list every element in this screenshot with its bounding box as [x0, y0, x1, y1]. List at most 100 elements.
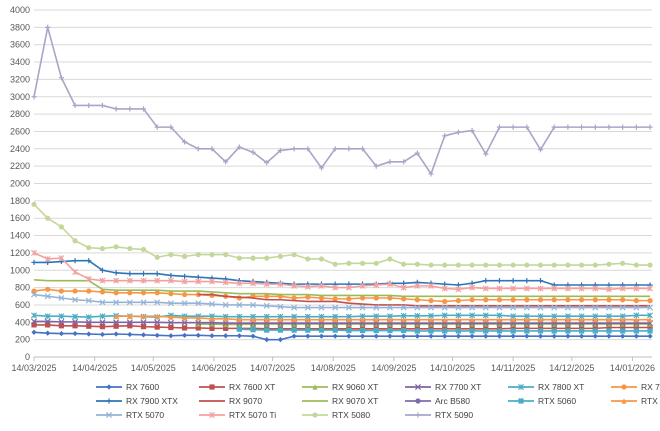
data-point: [510, 328, 516, 334]
data-point: [373, 321, 379, 327]
data-point: [578, 328, 585, 334]
data-point: [318, 304, 325, 311]
legend-label: RTX 5070: [126, 410, 164, 420]
x-tick-label: 14/01/2026: [610, 363, 655, 373]
data-point: [168, 124, 174, 130]
data-point: [181, 139, 188, 145]
data-point: [126, 319, 133, 326]
legend-marker: [106, 398, 112, 404]
data-point: [195, 321, 201, 327]
data-point: [619, 285, 626, 292]
data-point: [195, 332, 201, 338]
data-point: [223, 316, 229, 322]
data-point: [510, 333, 516, 339]
data-point: [113, 299, 120, 306]
data-point: [537, 333, 544, 339]
legend-label: RX 7600: [126, 382, 159, 392]
data-point: [605, 286, 612, 293]
data-point: [126, 299, 133, 306]
x-tick-label: 14/06/2025: [191, 363, 236, 373]
x-tick-label: 14/03/2025: [11, 363, 56, 373]
data-point: [633, 304, 640, 311]
data-point: [318, 295, 325, 301]
data-point: [414, 328, 420, 334]
legend-item: RX 7900 XTX: [96, 396, 178, 406]
data-point: [181, 315, 188, 321]
series-0: [31, 329, 653, 343]
data-point: [223, 333, 229, 339]
data-point: [496, 312, 503, 319]
legend-label: RX 7900 XT: [641, 382, 660, 392]
data-point: [277, 147, 284, 154]
data-point: [346, 146, 352, 152]
data-point: [99, 319, 106, 326]
data-point: [496, 124, 503, 130]
data-point: [578, 325, 585, 331]
data-point: [414, 261, 420, 267]
legend-label: RTX 5060 Ti 16: [641, 396, 660, 406]
data-point: [647, 317, 653, 323]
legend-item: RX 7900 XT: [611, 382, 660, 392]
data-point: [455, 286, 462, 293]
data-point: [291, 317, 297, 323]
data-point: [250, 255, 256, 261]
data-point: [181, 332, 188, 338]
data-point: [222, 320, 229, 327]
data-point: [168, 252, 174, 258]
data-point: [154, 319, 161, 326]
data-point: [250, 149, 256, 155]
data-point: [551, 124, 557, 130]
data-point: [277, 281, 284, 288]
data-point: [209, 252, 215, 258]
data-point: [45, 24, 51, 30]
data-point: [647, 324, 653, 331]
data-point: [346, 333, 352, 339]
legend-item: RX 7600: [96, 382, 159, 392]
data-point: [304, 304, 311, 311]
data-point: [318, 321, 325, 327]
data-point: [565, 321, 571, 327]
data-point: [346, 296, 352, 302]
data-point: [524, 262, 530, 268]
data-point: [99, 331, 106, 338]
data-point: [606, 297, 612, 303]
data-point: [524, 278, 530, 284]
data-point: [373, 304, 380, 311]
data-point: [140, 271, 147, 277]
data-point: [140, 324, 147, 330]
data-point: [537, 317, 544, 323]
data-point: [168, 333, 174, 339]
y-axis-tick-labels: 0 200 400 600 800 1000 1200 1400 1600 1800 2000 220…: [10, 5, 30, 362]
data-point: [195, 274, 201, 280]
data-point: [496, 321, 503, 327]
x-tick-label: 14/04/2025: [72, 363, 117, 373]
data-point: [140, 277, 147, 284]
data-point: [428, 328, 434, 334]
data-point: [620, 317, 626, 323]
data-point: [31, 322, 37, 328]
data-point: [195, 315, 201, 321]
data-point: [113, 331, 119, 337]
data-point: [30, 318, 38, 325]
data-point: [606, 328, 612, 334]
data-point: [455, 129, 461, 135]
legend-item: RTX 5070 Ti: [199, 410, 276, 420]
data-point: [31, 288, 37, 294]
data-point: [154, 290, 160, 296]
legend-item: RX 7700 XT: [405, 382, 481, 392]
data-point: [633, 333, 639, 339]
data-point: [620, 324, 626, 331]
data-point: [195, 300, 202, 307]
data-point: [113, 323, 119, 329]
data-point: [31, 259, 37, 266]
legend-marker: [312, 384, 318, 390]
data-point: [469, 317, 475, 323]
data-point: [113, 106, 119, 112]
legend-label: RTX 5090: [435, 410, 473, 420]
data-point: [647, 124, 653, 130]
data-point: [277, 337, 284, 343]
y-tick-label: 2600: [10, 126, 30, 136]
data-point: [305, 333, 311, 339]
y-tick-label: 4000: [10, 5, 30, 15]
